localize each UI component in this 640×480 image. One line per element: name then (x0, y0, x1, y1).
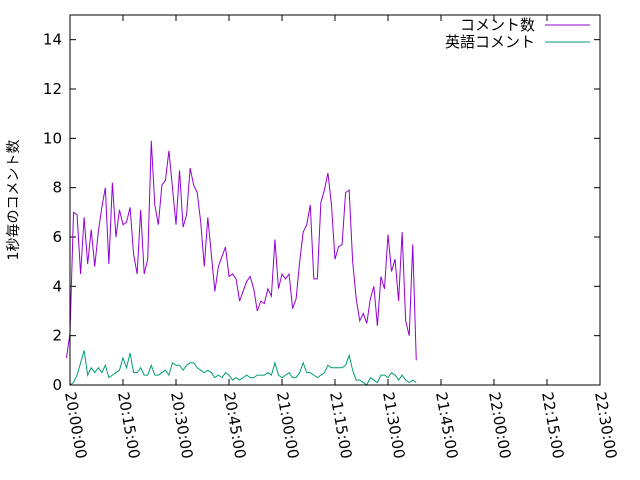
y-tick-label: 10 (43, 129, 62, 147)
y-tick-label: 0 (52, 376, 62, 394)
series-line-2 (69, 350, 417, 386)
plot-frame (69, 14, 601, 386)
legend-label: コメント数 (460, 16, 535, 34)
legend-label: 英語コメント (445, 33, 535, 51)
y-axis-ticks: 0 2 4 6 8 10 12 14 (43, 31, 600, 394)
series-line-1 (65, 140, 417, 361)
y-tick-label: 4 (52, 277, 62, 295)
series-layer (65, 140, 417, 386)
y-tick-label: 14 (43, 31, 62, 49)
y-tick-label: 12 (43, 80, 62, 98)
y-tick-label: 6 (52, 228, 62, 246)
y-tick-label: 8 (52, 179, 62, 197)
y-tick-label: 2 (52, 327, 62, 345)
y-axis-label: 1秒毎のコメント数 (6, 140, 22, 261)
